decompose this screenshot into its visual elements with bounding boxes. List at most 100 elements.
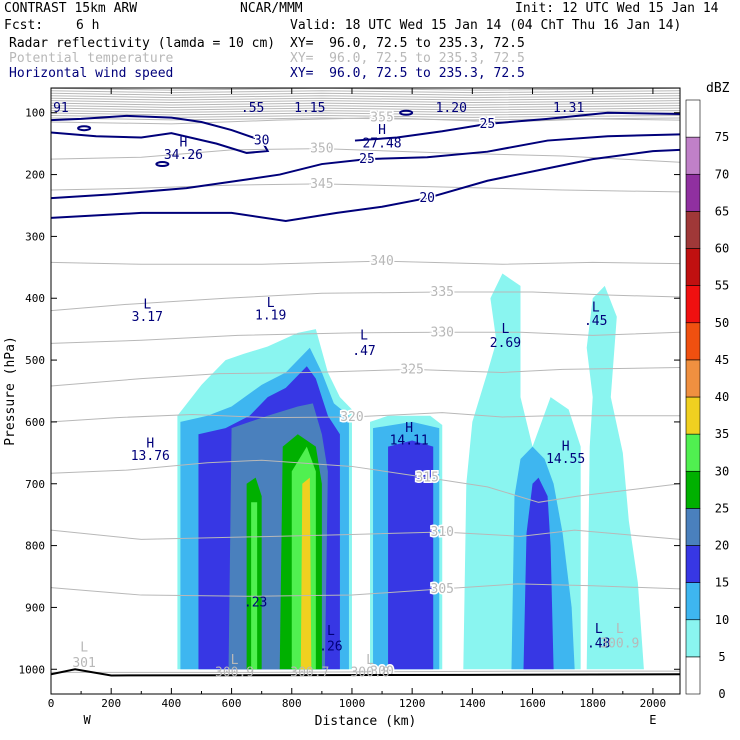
x-tick-label: 1600 bbox=[519, 697, 546, 710]
annotation-label: .55 bbox=[241, 101, 264, 116]
annotation-label: 3.17 bbox=[132, 310, 163, 325]
reflectivity-region bbox=[388, 440, 434, 670]
annotation-label: .45 bbox=[584, 314, 607, 329]
theta-contour-upper bbox=[51, 97, 680, 101]
colorbar-swatch bbox=[685, 211, 701, 249]
theta-contour-label: 305 bbox=[431, 582, 454, 597]
field-name-reflectivity: Radar reflectivity (lamda = 10 cm) bbox=[9, 36, 276, 51]
annotation-label: 300.9 bbox=[215, 665, 254, 680]
colorbar-tick-label: 5 bbox=[718, 650, 725, 664]
annotation-label: 2.69 bbox=[490, 336, 521, 351]
theta-contour-upper bbox=[51, 95, 680, 99]
theta-contour bbox=[51, 117, 680, 125]
theta-contour bbox=[51, 183, 680, 193]
annotation-label: H bbox=[562, 440, 570, 455]
colorbar-swatch bbox=[685, 619, 701, 658]
wind-contour bbox=[51, 114, 270, 154]
x-axis-label: Distance (km) bbox=[315, 714, 417, 729]
annotation-label: .48 bbox=[587, 636, 610, 651]
wind-contour bbox=[51, 133, 680, 200]
colorbar-tick-label: 70 bbox=[715, 167, 729, 181]
colorbar-swatch bbox=[685, 545, 701, 583]
annotation-label: H bbox=[146, 437, 154, 452]
y-tick-label: 1000 bbox=[19, 663, 46, 676]
theta-contour bbox=[51, 529, 680, 540]
wind-contour bbox=[51, 148, 680, 222]
theta-contour-upper bbox=[51, 90, 680, 94]
colorbar-swatch bbox=[685, 470, 701, 509]
theta-contour-label: 315 bbox=[415, 471, 438, 486]
terrain-line bbox=[51, 668, 680, 677]
annotation-label: L bbox=[267, 296, 275, 311]
annotation-label: L bbox=[360, 328, 368, 343]
colorbar-tick-label: 0 bbox=[718, 687, 725, 701]
colorbar-swatch bbox=[685, 173, 701, 212]
colorbar-swatch bbox=[685, 136, 701, 175]
colorbar-swatch bbox=[685, 285, 701, 324]
colorbar-swatch bbox=[685, 99, 701, 138]
theta-contour bbox=[51, 260, 680, 265]
theta-contour bbox=[51, 331, 680, 344]
theta-contour-upper bbox=[51, 92, 680, 96]
colorbar-swatch bbox=[685, 359, 701, 398]
annotation-label: H bbox=[405, 421, 413, 436]
annotation-label: 27.48 bbox=[362, 137, 401, 152]
fcst-value: 6 h bbox=[76, 18, 100, 33]
colorbar-swatch bbox=[685, 248, 701, 286]
field-xy-theta: XY= 96.0, 72.5 to 235.3, 72.5 bbox=[290, 51, 525, 66]
model-title: CONTRAST 15km ARW bbox=[4, 1, 138, 16]
annotation-label: L bbox=[502, 322, 510, 337]
wind-contour-label: 20 bbox=[419, 191, 435, 206]
wind-contour-cell bbox=[77, 125, 92, 132]
theta-contour bbox=[51, 459, 680, 503]
annotation-label: 14.55 bbox=[546, 452, 585, 467]
x-tick-label: 400 bbox=[161, 697, 181, 710]
colorbar-tick-label: 20 bbox=[715, 539, 729, 553]
theta-contour-upper bbox=[51, 107, 680, 111]
x-tick-label: 1200 bbox=[399, 697, 426, 710]
colorbar-swatch bbox=[685, 396, 701, 435]
colorbar-swatch bbox=[685, 582, 701, 621]
theta-contour bbox=[51, 291, 680, 312]
colorbar-tick-label: 15 bbox=[715, 576, 729, 590]
annotation-label: L bbox=[592, 301, 600, 316]
annotation-label: L bbox=[366, 653, 374, 668]
theta-contour-label: 310 bbox=[431, 525, 454, 540]
colorbar-tick-label: 35 bbox=[715, 427, 729, 441]
annotation-label: 300.7 bbox=[290, 665, 329, 680]
colorbar-swatch bbox=[685, 508, 701, 546]
annotation-label: 301 bbox=[72, 656, 95, 671]
theta-contour-label: 325 bbox=[400, 362, 423, 377]
colorbar-tick-label: 50 bbox=[715, 316, 729, 330]
field-xy-wind: XY= 96.0, 72.5 to 235.3, 72.5 bbox=[290, 66, 525, 81]
colorbar-swatch bbox=[685, 322, 701, 361]
x-tick-label: 1000 bbox=[339, 697, 366, 710]
annotation-label: L bbox=[595, 622, 603, 637]
field-name-theta: Potential temperature bbox=[9, 51, 174, 66]
theta-contour-upper bbox=[51, 110, 680, 113]
y-tick-label: 400 bbox=[25, 292, 45, 305]
annotation-label: L bbox=[80, 641, 88, 656]
y-tick-label: 900 bbox=[25, 601, 45, 614]
colorbar-tick-label: 75 bbox=[715, 130, 729, 144]
x-end-label-west: W bbox=[83, 713, 91, 727]
annotation-label: L bbox=[143, 297, 151, 312]
x-tick-label: 0 bbox=[48, 697, 55, 710]
wind-contour-label: 25 bbox=[480, 117, 496, 132]
wind-contour-cell bbox=[399, 109, 414, 116]
annotation-label: 300.9 bbox=[600, 636, 639, 651]
y-tick-label: 700 bbox=[25, 478, 45, 491]
colorbar-unit: dBZ bbox=[706, 81, 730, 96]
field-xy-reflectivity: XY= 96.0, 72.5 to 235.3, 72.5 bbox=[290, 36, 525, 51]
theta-contour-label: 345 bbox=[310, 177, 333, 192]
fcst-label: Fcst: bbox=[4, 18, 44, 33]
annotation-label: 300.8 bbox=[350, 665, 389, 680]
theta-contour-upper bbox=[51, 88, 680, 91]
colorbar-swatch bbox=[685, 433, 701, 472]
theta-contour-label: 340 bbox=[370, 254, 393, 269]
colorbar-tick-label: 25 bbox=[715, 501, 729, 515]
theta-contour-label: 300 bbox=[370, 665, 393, 680]
annotation-label: H bbox=[180, 135, 188, 150]
y-tick-label: 600 bbox=[25, 416, 45, 429]
theta-contour-label: 335 bbox=[431, 285, 454, 300]
